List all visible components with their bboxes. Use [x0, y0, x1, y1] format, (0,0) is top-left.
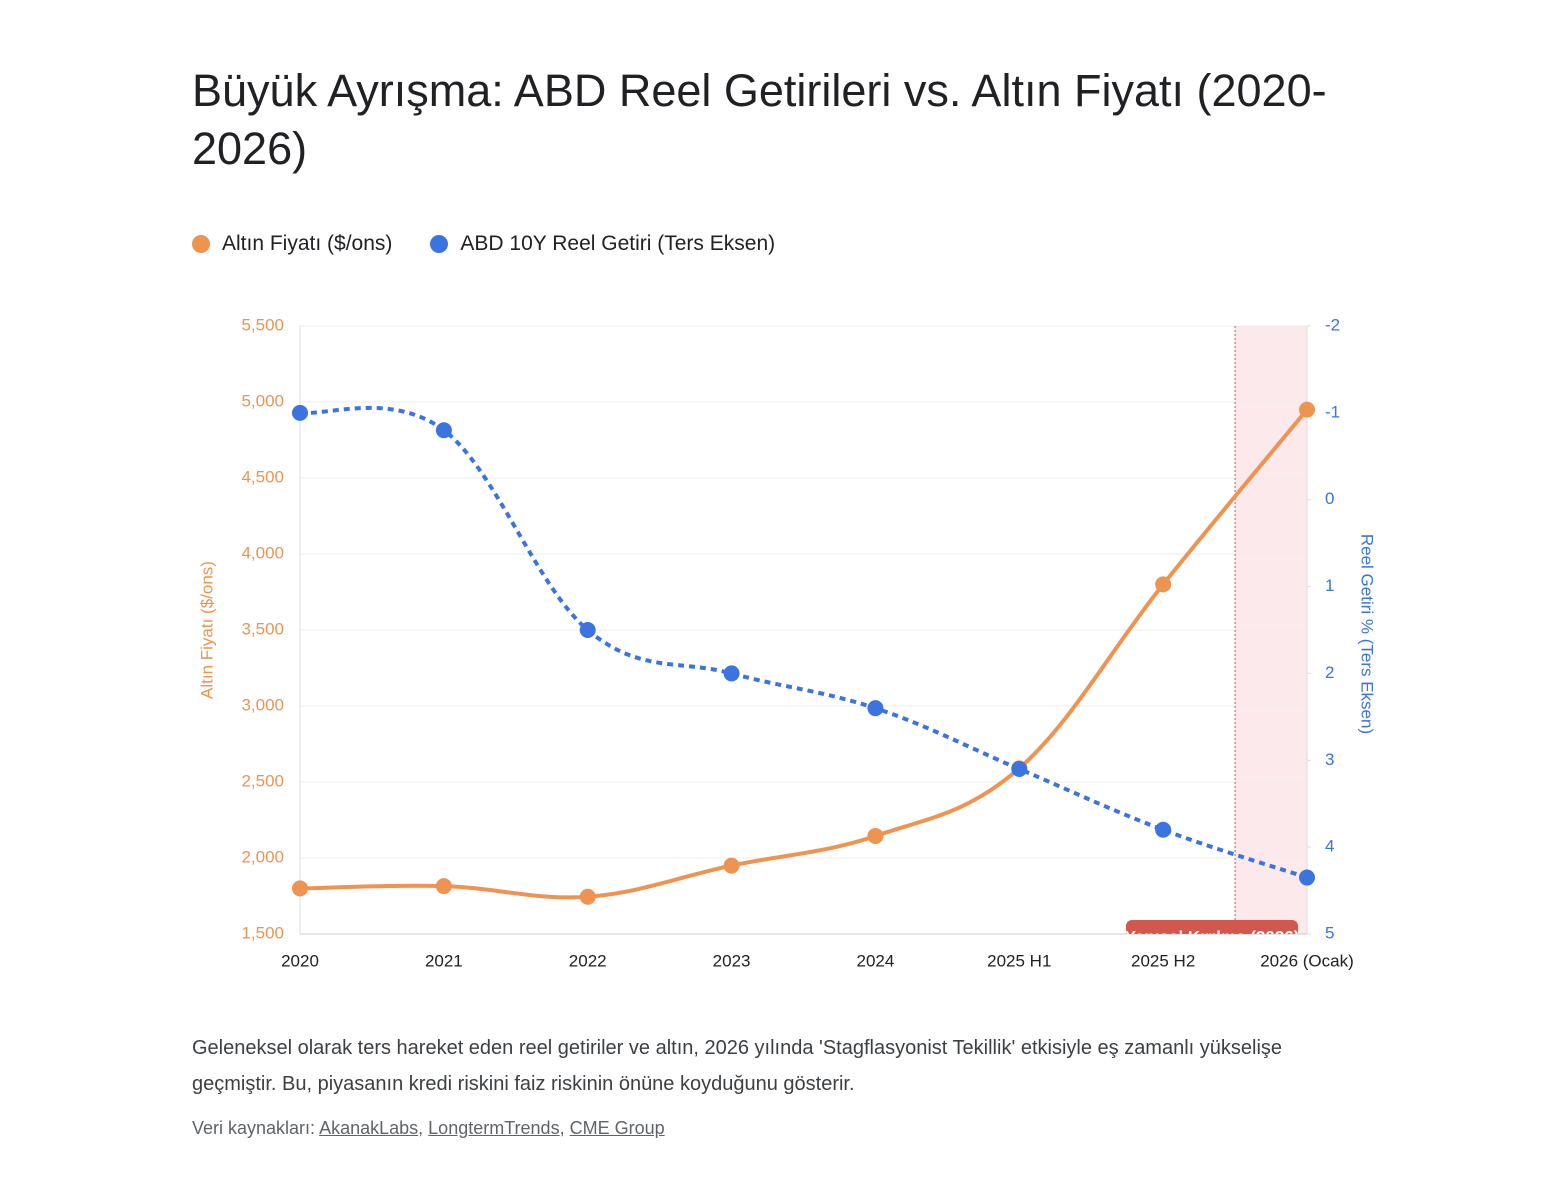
- legend-label: Altın Fiyatı ($/ons): [222, 232, 393, 255]
- y2-tick-label: 2: [1325, 663, 1334, 682]
- annotation-text: Yapısal Kırılma (2026): [1125, 927, 1300, 946]
- y-tick-label: 4,000: [241, 543, 284, 562]
- source-links: AkanakLabs, LongtermTrends, CME Group: [319, 1118, 665, 1138]
- x-tick-label: 2025 H2: [1131, 951, 1195, 970]
- x-tick-label: 2025 H1: [987, 951, 1051, 970]
- y2-tick-label: -2: [1325, 315, 1340, 334]
- y2-tick-label: 1: [1325, 576, 1334, 595]
- point: [723, 857, 740, 874]
- legend-marker: [192, 235, 210, 253]
- source-link[interactable]: CME Group: [569, 1118, 665, 1138]
- point: [435, 422, 452, 439]
- annotation-box: [1126, 920, 1298, 934]
- y-tick-label: 5,000: [241, 391, 284, 410]
- point: [292, 404, 308, 421]
- point: [867, 827, 884, 844]
- series-line: [299, 408, 1309, 900]
- legend-label: ABD 10Y Reel Getiri (Ters Eksen): [460, 232, 776, 255]
- annotation: Yapısal Kırılma (2026): [1125, 920, 1300, 946]
- point: [1011, 760, 1028, 777]
- y2-tick-label: 4: [1325, 837, 1334, 856]
- x-tick-label: 2020: [281, 951, 319, 970]
- sources: Veri kaynakları: AkanakLabs, LongtermTre…: [192, 1118, 665, 1139]
- chart-title: Büyük Ayrışma: ABD Reel Getirileri vs. A…: [192, 65, 1327, 174]
- series-line: [299, 405, 1308, 880]
- source-link[interactable]: LongtermTrends: [428, 1118, 560, 1138]
- point: [292, 880, 308, 897]
- y-tick-label: 3,500: [241, 619, 284, 638]
- legend: Altın Fiyatı ($/ons) ABD 10Y Reel Getiri …: [192, 232, 775, 256]
- point: [1155, 576, 1172, 593]
- legend-item: Altın Fiyatı ($/ons): [192, 232, 392, 256]
- y2-tick-label: 0: [1325, 489, 1334, 508]
- y-tick-label: 2,500: [241, 771, 284, 790]
- description: Geleneksel olarak ters hareket eden reel…: [192, 1037, 1283, 1095]
- legend-marker: [430, 235, 449, 253]
- y-axis-title: Altın Fiyatı ($/ons): [197, 561, 216, 699]
- y2-tick-label: 5: [1325, 923, 1334, 942]
- point: [579, 888, 596, 905]
- point: [867, 700, 884, 717]
- x-tick-label: 2023: [713, 951, 751, 970]
- point: [435, 878, 452, 895]
- y2-tick-label: 3: [1325, 750, 1334, 769]
- legend-item: ABD 10Y Reel Getiri (Ters Eksen): [430, 232, 775, 256]
- y-tick-label: 4,500: [241, 467, 284, 486]
- y-tick-label: 5,500: [241, 315, 284, 334]
- chart: 1,500 2,000 2,500 3,000 3,500 4,000 4,500 5,000…: [197, 315, 1377, 970]
- point: [1299, 401, 1315, 418]
- sources-label: Veri kaynakları:: [192, 1118, 316, 1138]
- y2-tick-label: -1: [1325, 402, 1340, 421]
- source-link[interactable]: AkanakLabs: [319, 1118, 419, 1138]
- point: [579, 622, 596, 638]
- x-tick-label: 2026 (Ocak): [1260, 951, 1354, 970]
- point: [1299, 869, 1315, 886]
- y-tick-label: 2,000: [241, 847, 284, 866]
- y-tick-label: 1,500: [241, 923, 284, 942]
- x-tick-label: 2024: [857, 951, 895, 970]
- point: [723, 665, 740, 682]
- x-tick-label: 2021: [425, 951, 463, 970]
- point: [1155, 821, 1172, 838]
- y-tick-label: 3,000: [241, 695, 284, 714]
- y2-axis-title: Reel Getiri % (Ters Eksen): [1358, 534, 1377, 734]
- x-tick-label: 2022: [569, 951, 607, 970]
